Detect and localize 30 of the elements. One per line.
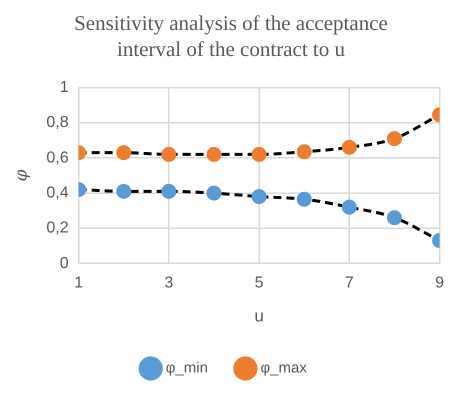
y-tick-label: 0,6 [46,149,69,166]
point [161,146,176,162]
x-tick-label: 3 [164,274,174,292]
chart-title: Sensitivity analysis of the acceptance interval of the contract to u [73,10,389,63]
point [386,131,402,146]
legend-label: φ_max [260,360,308,377]
point [342,200,357,215]
point [206,186,222,201]
point [116,145,132,160]
x-axis-title: u [254,306,264,326]
x-tick-label: 5 [254,274,264,292]
point [116,184,132,199]
y-tick-label: 0,4 [46,184,69,202]
point [342,140,357,155]
y-tick-label: 0,8 [46,114,69,132]
y-tick-label: 0 [60,254,69,272]
y-tick-label: 1 [60,79,69,96]
point [386,210,402,226]
point [252,146,267,162]
point [161,184,176,199]
legend-label: φ_min [166,360,208,377]
point [252,189,267,204]
point [296,192,312,207]
x-tick-label: 9 [435,274,444,292]
point [206,146,222,162]
point [296,144,312,160]
x-tick-label: 1 [74,274,84,292]
y-axis-title: φ [12,169,32,182]
y-tick-label: 0,2 [46,220,69,237]
x-tick-label: 7 [344,274,354,292]
